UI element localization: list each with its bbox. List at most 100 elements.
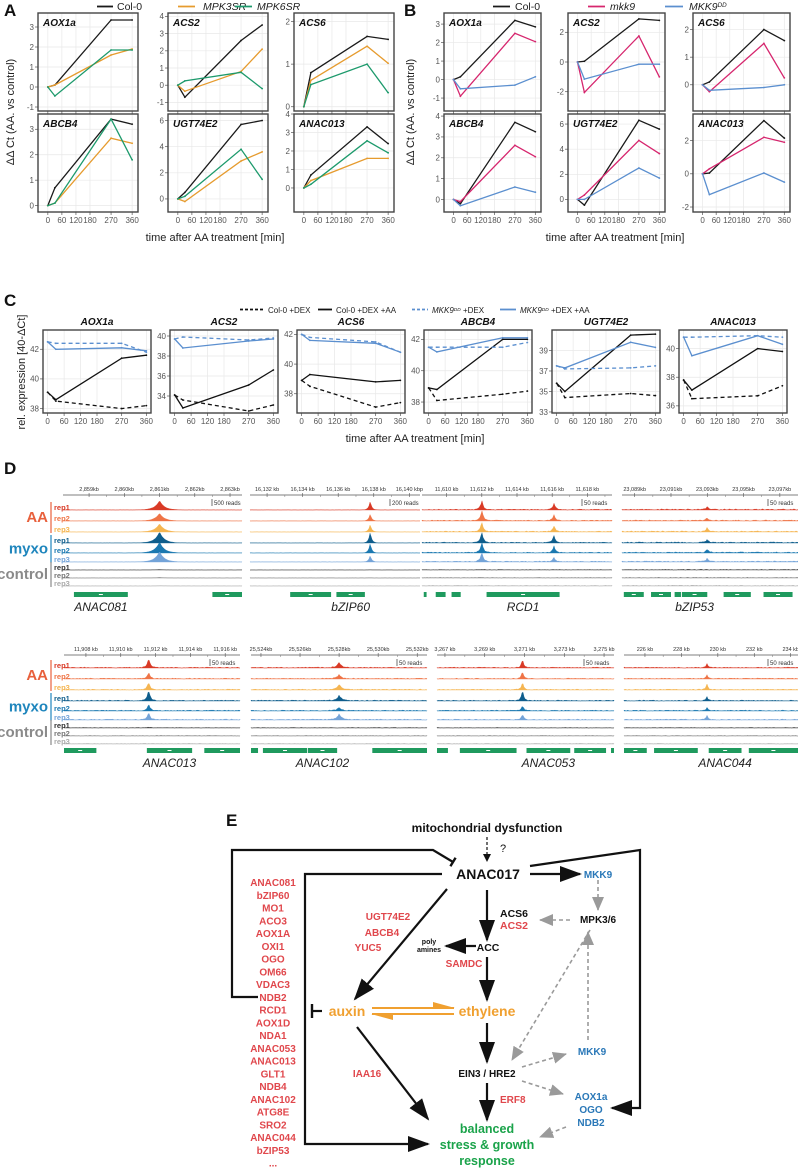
- subplot-acs2: -1 0 1 2 3 4 ACS2: [157, 12, 269, 114]
- data-point: [526, 390, 529, 392]
- y-tick-label: 36: [666, 402, 675, 411]
- acc-label: ACC: [477, 942, 500, 954]
- data-point: [240, 39, 242, 42]
- scale-label: 50 reads: [770, 661, 793, 667]
- data-point: [374, 380, 377, 383]
- series-line-mkk9dd-dex-aa: [556, 341, 656, 369]
- plot-frame: [443, 113, 542, 213]
- x-tick-label: 270: [632, 216, 646, 225]
- data-point: [783, 83, 786, 86]
- x-tick-label: 60: [569, 417, 578, 426]
- data-point: [54, 342, 57, 345]
- data-point: [637, 63, 640, 66]
- data-point: [183, 80, 186, 82]
- y-tick-label: 4: [436, 112, 441, 121]
- ruler-tick-label: 2,862kb: [185, 487, 205, 493]
- legend-label: MKK9DD: [689, 1, 727, 13]
- group-label: control: [0, 566, 48, 583]
- coverage-track: [250, 727, 428, 729]
- data-point: [501, 336, 504, 339]
- coverage-track: [621, 506, 798, 511]
- data-point: [781, 343, 784, 346]
- plot-area: [444, 114, 541, 212]
- ruler-tick-label: 3,269 kb: [474, 647, 495, 653]
- ruler-tick-label: 16,138 kb: [362, 487, 386, 493]
- subplot-title: AOX1a: [42, 18, 76, 29]
- replicate-label: rep2: [54, 729, 70, 738]
- data-point: [240, 123, 242, 126]
- coverage-track: [421, 569, 613, 571]
- target-gene-label: NDB4: [259, 1082, 287, 1093]
- data-point: [658, 63, 661, 66]
- gene-model: [674, 592, 681, 597]
- auxin-gene-label: ABCB4: [365, 928, 400, 939]
- y-tick-label: 40: [157, 332, 166, 341]
- ruler-tick-label: 11,614 kb: [505, 487, 529, 493]
- ruler-tick-label: 11,610 kb: [435, 487, 459, 493]
- gene-name: ANAC044: [697, 756, 752, 770]
- ruler-tick-label: 11,912 kb: [144, 647, 168, 653]
- legend-label: MKK9DD +DEX +AA: [520, 306, 590, 315]
- series-line-col-0-dex-aa: [683, 347, 783, 391]
- hub-anac017: ANAC017: [456, 866, 520, 882]
- data-point: [302, 105, 305, 108]
- locus-anac013: 11,908 kb 11,910 kb 11,912 kb 11,914 kb 11,9…: [63, 647, 241, 770]
- iaa16-label: IAA16: [353, 1069, 382, 1080]
- group-label: AA: [26, 509, 48, 526]
- target-gene-label: bZIP53: [257, 1146, 290, 1157]
- target-gene-label: RCD1: [259, 1006, 287, 1017]
- y-tick-label: 4: [286, 110, 291, 119]
- data-point: [110, 54, 112, 56]
- data-point: [783, 76, 786, 79]
- plot-frame: [296, 329, 406, 414]
- data-point: [756, 394, 759, 397]
- coverage-track: [621, 526, 798, 533]
- data-point: [366, 45, 368, 48]
- data-point: [46, 340, 49, 343]
- coverage-track: [250, 684, 428, 691]
- data-point: [181, 347, 184, 349]
- series-line-col-0-dex-aa: [556, 333, 656, 393]
- y-tick-label: 35: [539, 387, 548, 396]
- subplot-abcb4: 0 60 120 180 270 360 0 1 2 3 4 ABCB4: [436, 112, 543, 225]
- coverage-track: [63, 659, 241, 669]
- y-tick-label: 3: [30, 23, 35, 32]
- data-point: [690, 389, 693, 392]
- x-tick-label: 270: [508, 216, 522, 225]
- x-tick-label: 120: [199, 216, 213, 225]
- subplot-title: ACS2: [210, 317, 238, 328]
- y-tick-label: 1: [436, 57, 441, 66]
- series-line-mkk9dd-dex-aa: [301, 333, 401, 353]
- y-tick-label: 40: [30, 375, 39, 384]
- x-tick-label: 120: [69, 216, 83, 225]
- scale-label: 50 reads: [212, 661, 235, 667]
- data-point: [762, 136, 765, 139]
- x-tick-label: 270: [104, 216, 118, 225]
- y-tick-label: 37: [539, 367, 548, 376]
- ruler-tick-label: 23,095kb: [732, 487, 755, 493]
- auxin-to-response-arrow: [356, 1026, 430, 1121]
- data-point: [110, 137, 112, 140]
- ruler-tick-label: 2,859kb: [79, 487, 99, 493]
- data-point: [459, 202, 462, 205]
- x-axis-label: time after AA treatment [min]: [146, 232, 285, 244]
- data-point: [374, 406, 377, 408]
- gene-model: [251, 748, 259, 753]
- y-tick-label: 2: [286, 147, 291, 156]
- data-point: [501, 346, 504, 349]
- coverage-track: [623, 663, 798, 669]
- replicate-label: rep1: [54, 721, 70, 730]
- data-point: [120, 346, 123, 349]
- y-tick-label: 0: [286, 184, 291, 193]
- replicate-label: rep3: [54, 737, 70, 746]
- y-tick-label: 42: [411, 335, 420, 344]
- target-gene-label: OM66: [259, 967, 287, 978]
- subplot-title: ACS6: [298, 18, 326, 29]
- target-gene-label: OGO: [261, 955, 285, 966]
- subplot-anac013: 0 60 120 180 270 360 36 38 40 ANAC013: [666, 317, 789, 426]
- data-point: [302, 187, 305, 189]
- response-label: balanced: [460, 1122, 514, 1136]
- replicate-label: rep2: [54, 546, 70, 555]
- panel-label: B: [404, 1, 416, 20]
- legend-item: Col-0: [493, 1, 540, 13]
